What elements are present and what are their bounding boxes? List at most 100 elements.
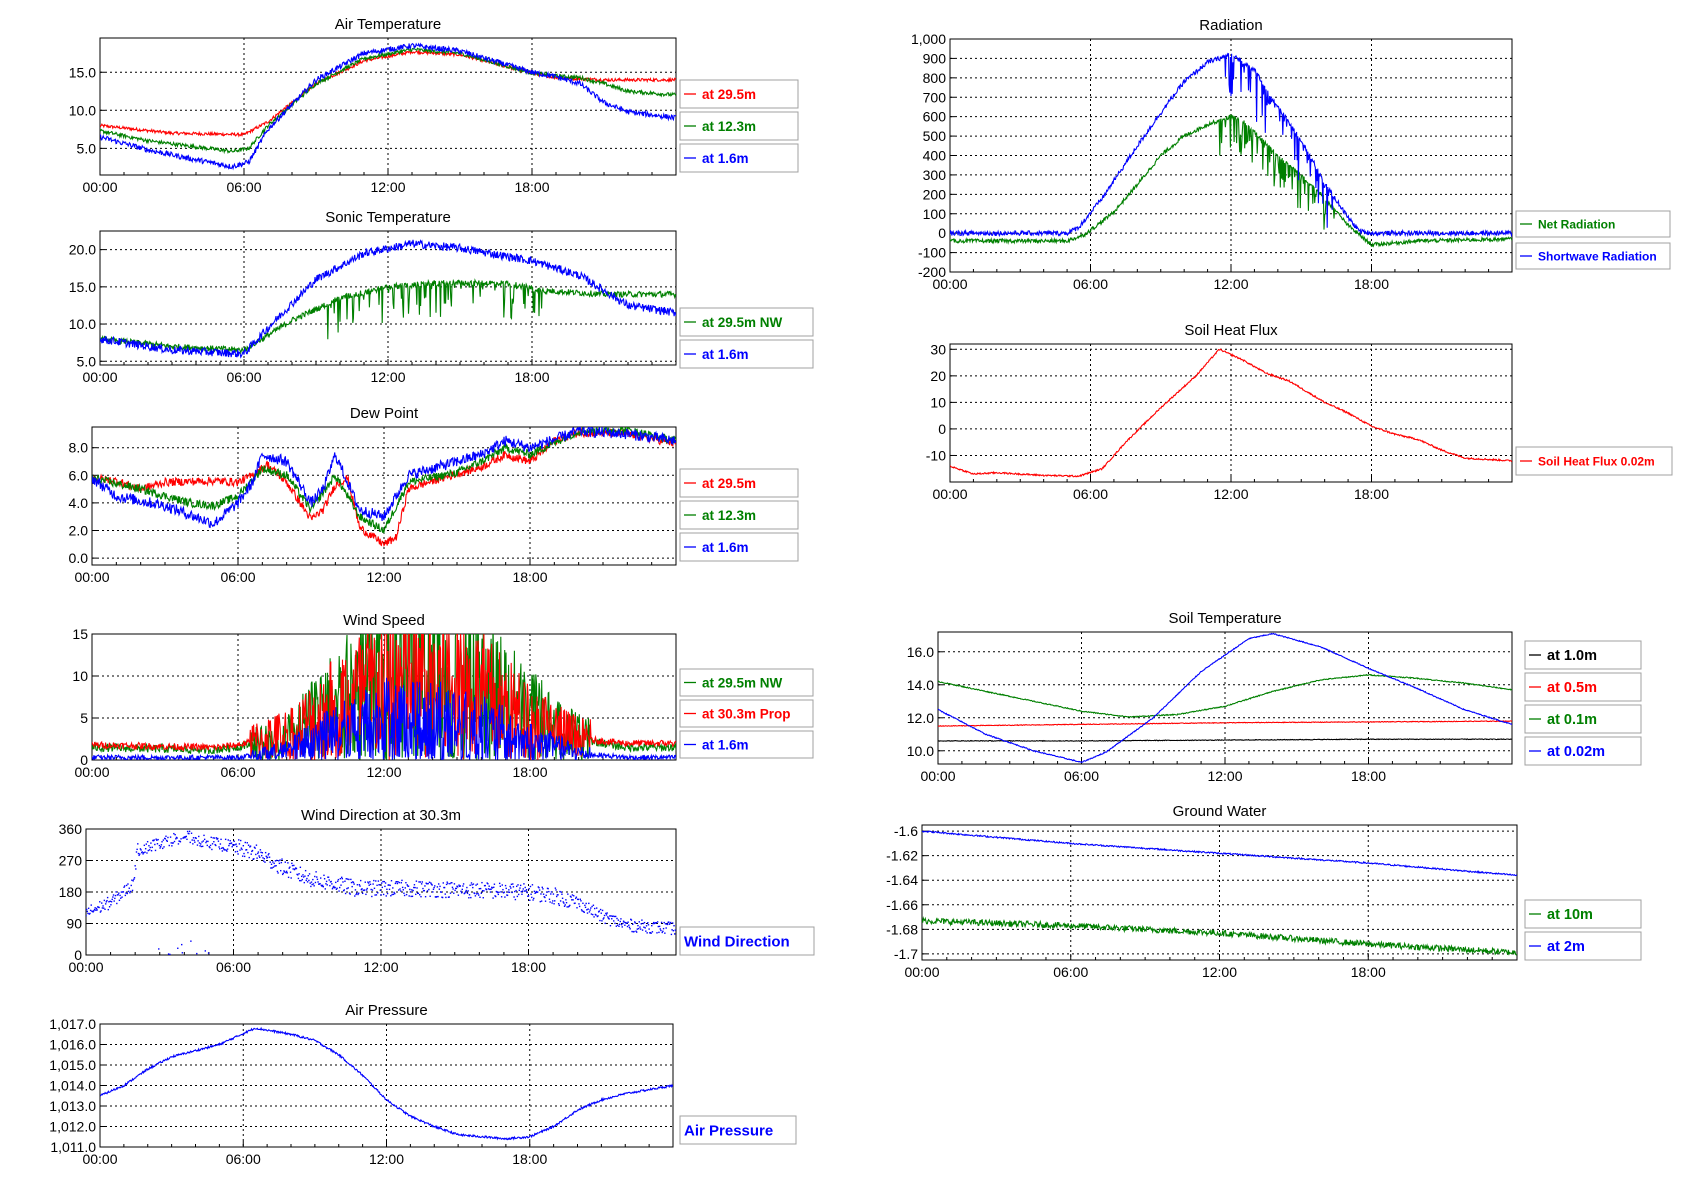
data-point	[531, 884, 534, 886]
y-tick-label: 8.0	[69, 440, 89, 456]
data-point	[668, 921, 670, 923]
data-point	[466, 886, 468, 889]
data-point	[564, 904, 566, 906]
y-tick-label: 300	[923, 167, 947, 183]
data-point	[400, 882, 403, 884]
legend-item: Shortwave Radiation	[1515, 242, 1671, 270]
data-point	[138, 854, 140, 857]
data-point	[339, 886, 341, 889]
data-point	[594, 907, 596, 910]
data-point	[224, 838, 227, 841]
legend-item: at 0.5m	[1524, 672, 1642, 702]
x-tick-label: 00:00	[82, 369, 117, 385]
data-point	[499, 885, 502, 887]
data-point	[550, 893, 552, 895]
data-point	[236, 850, 239, 853]
data-point	[231, 846, 233, 848]
legend-label: at 30.3m Prop	[702, 706, 791, 721]
data-point	[118, 892, 120, 894]
data-point	[361, 892, 364, 895]
data-point	[476, 893, 478, 895]
data-point	[406, 884, 408, 886]
data-point	[434, 885, 436, 887]
x-tick-label: 06:00	[226, 179, 261, 195]
data-point	[340, 876, 343, 879]
data-point	[466, 892, 469, 894]
data-point	[164, 838, 167, 840]
data-point	[537, 886, 540, 888]
data-point	[578, 903, 580, 905]
data-point	[189, 841, 191, 844]
x-tick-label: 06:00	[226, 1151, 261, 1167]
data-point	[570, 896, 572, 898]
data-point	[500, 891, 502, 893]
data-point	[453, 892, 455, 894]
data-point	[607, 917, 610, 919]
data-point	[270, 863, 273, 865]
legend-label: at 1.6m	[702, 737, 749, 752]
data-point	[167, 836, 169, 839]
data-point	[443, 886, 446, 889]
data-point	[137, 843, 139, 845]
data-point	[339, 877, 342, 880]
data-point	[168, 844, 170, 847]
data-point	[627, 921, 629, 923]
data-point	[151, 846, 153, 849]
data-point	[357, 893, 359, 896]
series-line	[938, 673, 1512, 718]
data-point	[243, 852, 245, 855]
data-point	[221, 847, 223, 849]
legend-box	[679, 339, 814, 369]
data-point	[415, 893, 417, 896]
y-tick-label: 20.0	[69, 242, 96, 258]
data-point	[90, 904, 92, 906]
data-point	[603, 914, 606, 917]
data-point	[618, 925, 620, 927]
data-point	[295, 867, 298, 870]
y-tick-label: 500	[923, 128, 947, 144]
data-point	[648, 928, 650, 930]
data-point	[396, 880, 398, 883]
data-point	[418, 894, 421, 896]
data-point	[226, 850, 228, 852]
data-point	[269, 861, 271, 863]
data-point	[645, 930, 647, 932]
data-point	[626, 922, 628, 924]
data-point	[388, 884, 390, 886]
data-point	[194, 841, 196, 843]
data-point	[390, 880, 393, 882]
data-point	[588, 902, 590, 905]
data-point	[86, 914, 87, 917]
data-point	[109, 900, 111, 902]
data-point	[550, 891, 553, 893]
data-point	[175, 838, 177, 840]
x-tick-label: 18:00	[511, 959, 546, 975]
legend-item: at 0.1m	[1524, 704, 1642, 734]
data-point	[421, 881, 423, 883]
legend-label: at 0.5m	[1547, 680, 1597, 696]
y-tick-label: 700	[923, 89, 947, 105]
data-point	[478, 888, 481, 890]
data-point	[565, 901, 568, 904]
data-point	[430, 882, 432, 884]
data-point	[131, 889, 134, 892]
data-point	[146, 852, 148, 854]
data-point	[460, 892, 463, 894]
data-point	[375, 894, 378, 896]
data-point	[383, 880, 385, 883]
data-point	[504, 884, 507, 887]
data-point	[120, 891, 123, 893]
x-tick-label: 18:00	[1351, 964, 1386, 980]
data-point	[305, 879, 307, 882]
y-tick-label: 30	[930, 341, 946, 357]
data-point	[259, 856, 261, 859]
legend-label: at 12.3m	[702, 119, 756, 134]
legend-item: at 29.5m NW	[679, 307, 814, 337]
data-point	[579, 898, 581, 900]
soil-temperature-chart: Soil Temperature 10.0 12.0 14.0 16.0 00:00 06:…	[907, 610, 1642, 784]
data-point	[517, 893, 520, 896]
data-point	[352, 881, 355, 884]
y-tick-label: -200	[918, 264, 946, 280]
data-point	[597, 915, 599, 917]
y-tick-label: 14.0	[907, 677, 934, 693]
